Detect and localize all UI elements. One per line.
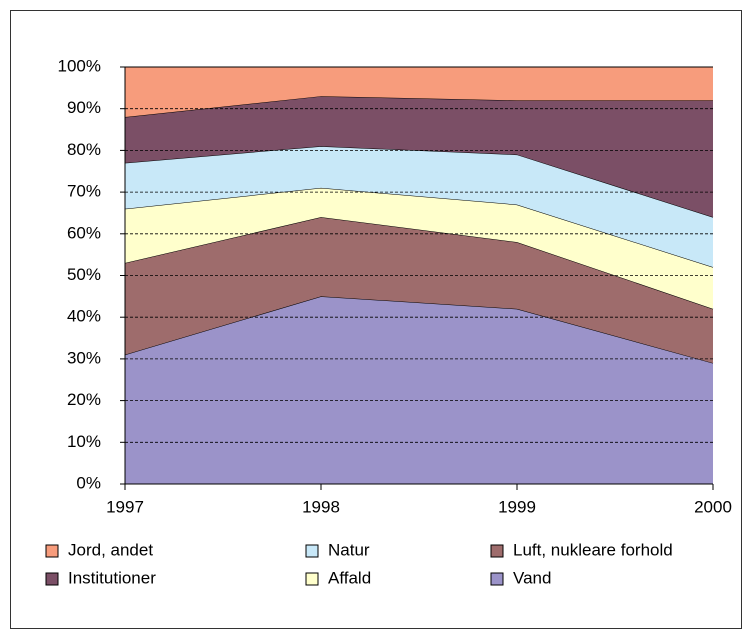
y-tick-label: 60% bbox=[67, 223, 101, 242]
legend-label: Institutioner bbox=[68, 568, 156, 587]
legend-label: Natur bbox=[328, 540, 370, 559]
legend-label: Vand bbox=[513, 568, 551, 587]
legend-swatch bbox=[305, 544, 319, 558]
area bbox=[125, 187, 713, 309]
y-tick-label: 70% bbox=[67, 182, 101, 201]
y-tick-label: 30% bbox=[67, 348, 101, 367]
area bbox=[125, 67, 713, 118]
y-tick-label: 80% bbox=[67, 140, 101, 159]
x-tick-label: 1999 bbox=[498, 497, 536, 516]
legend-label: Luft, nukleare forhold bbox=[513, 540, 673, 559]
legend-swatch bbox=[305, 572, 319, 586]
legend-swatch bbox=[490, 572, 504, 586]
legend-swatch bbox=[45, 544, 59, 558]
y-tick-label: 20% bbox=[67, 390, 101, 409]
area bbox=[125, 296, 713, 484]
legend-swatch bbox=[45, 572, 59, 586]
y-tick-label: 10% bbox=[67, 432, 101, 451]
x-tick-label: 2000 bbox=[694, 497, 732, 516]
area bbox=[125, 96, 713, 218]
y-tick-label: 50% bbox=[67, 265, 101, 284]
y-tick-label: 100% bbox=[58, 56, 101, 75]
legend-label: Affald bbox=[328, 568, 371, 587]
y-tick-label: 90% bbox=[67, 98, 101, 117]
y-tick-label: 0% bbox=[76, 473, 101, 492]
area bbox=[125, 217, 713, 364]
legend-label: Jord, andet bbox=[68, 540, 153, 559]
x-tick-label: 1998 bbox=[302, 497, 340, 516]
legend-swatch bbox=[490, 544, 504, 558]
area bbox=[125, 146, 713, 268]
x-tick-label: 1997 bbox=[106, 497, 144, 516]
y-tick-label: 40% bbox=[67, 307, 101, 326]
